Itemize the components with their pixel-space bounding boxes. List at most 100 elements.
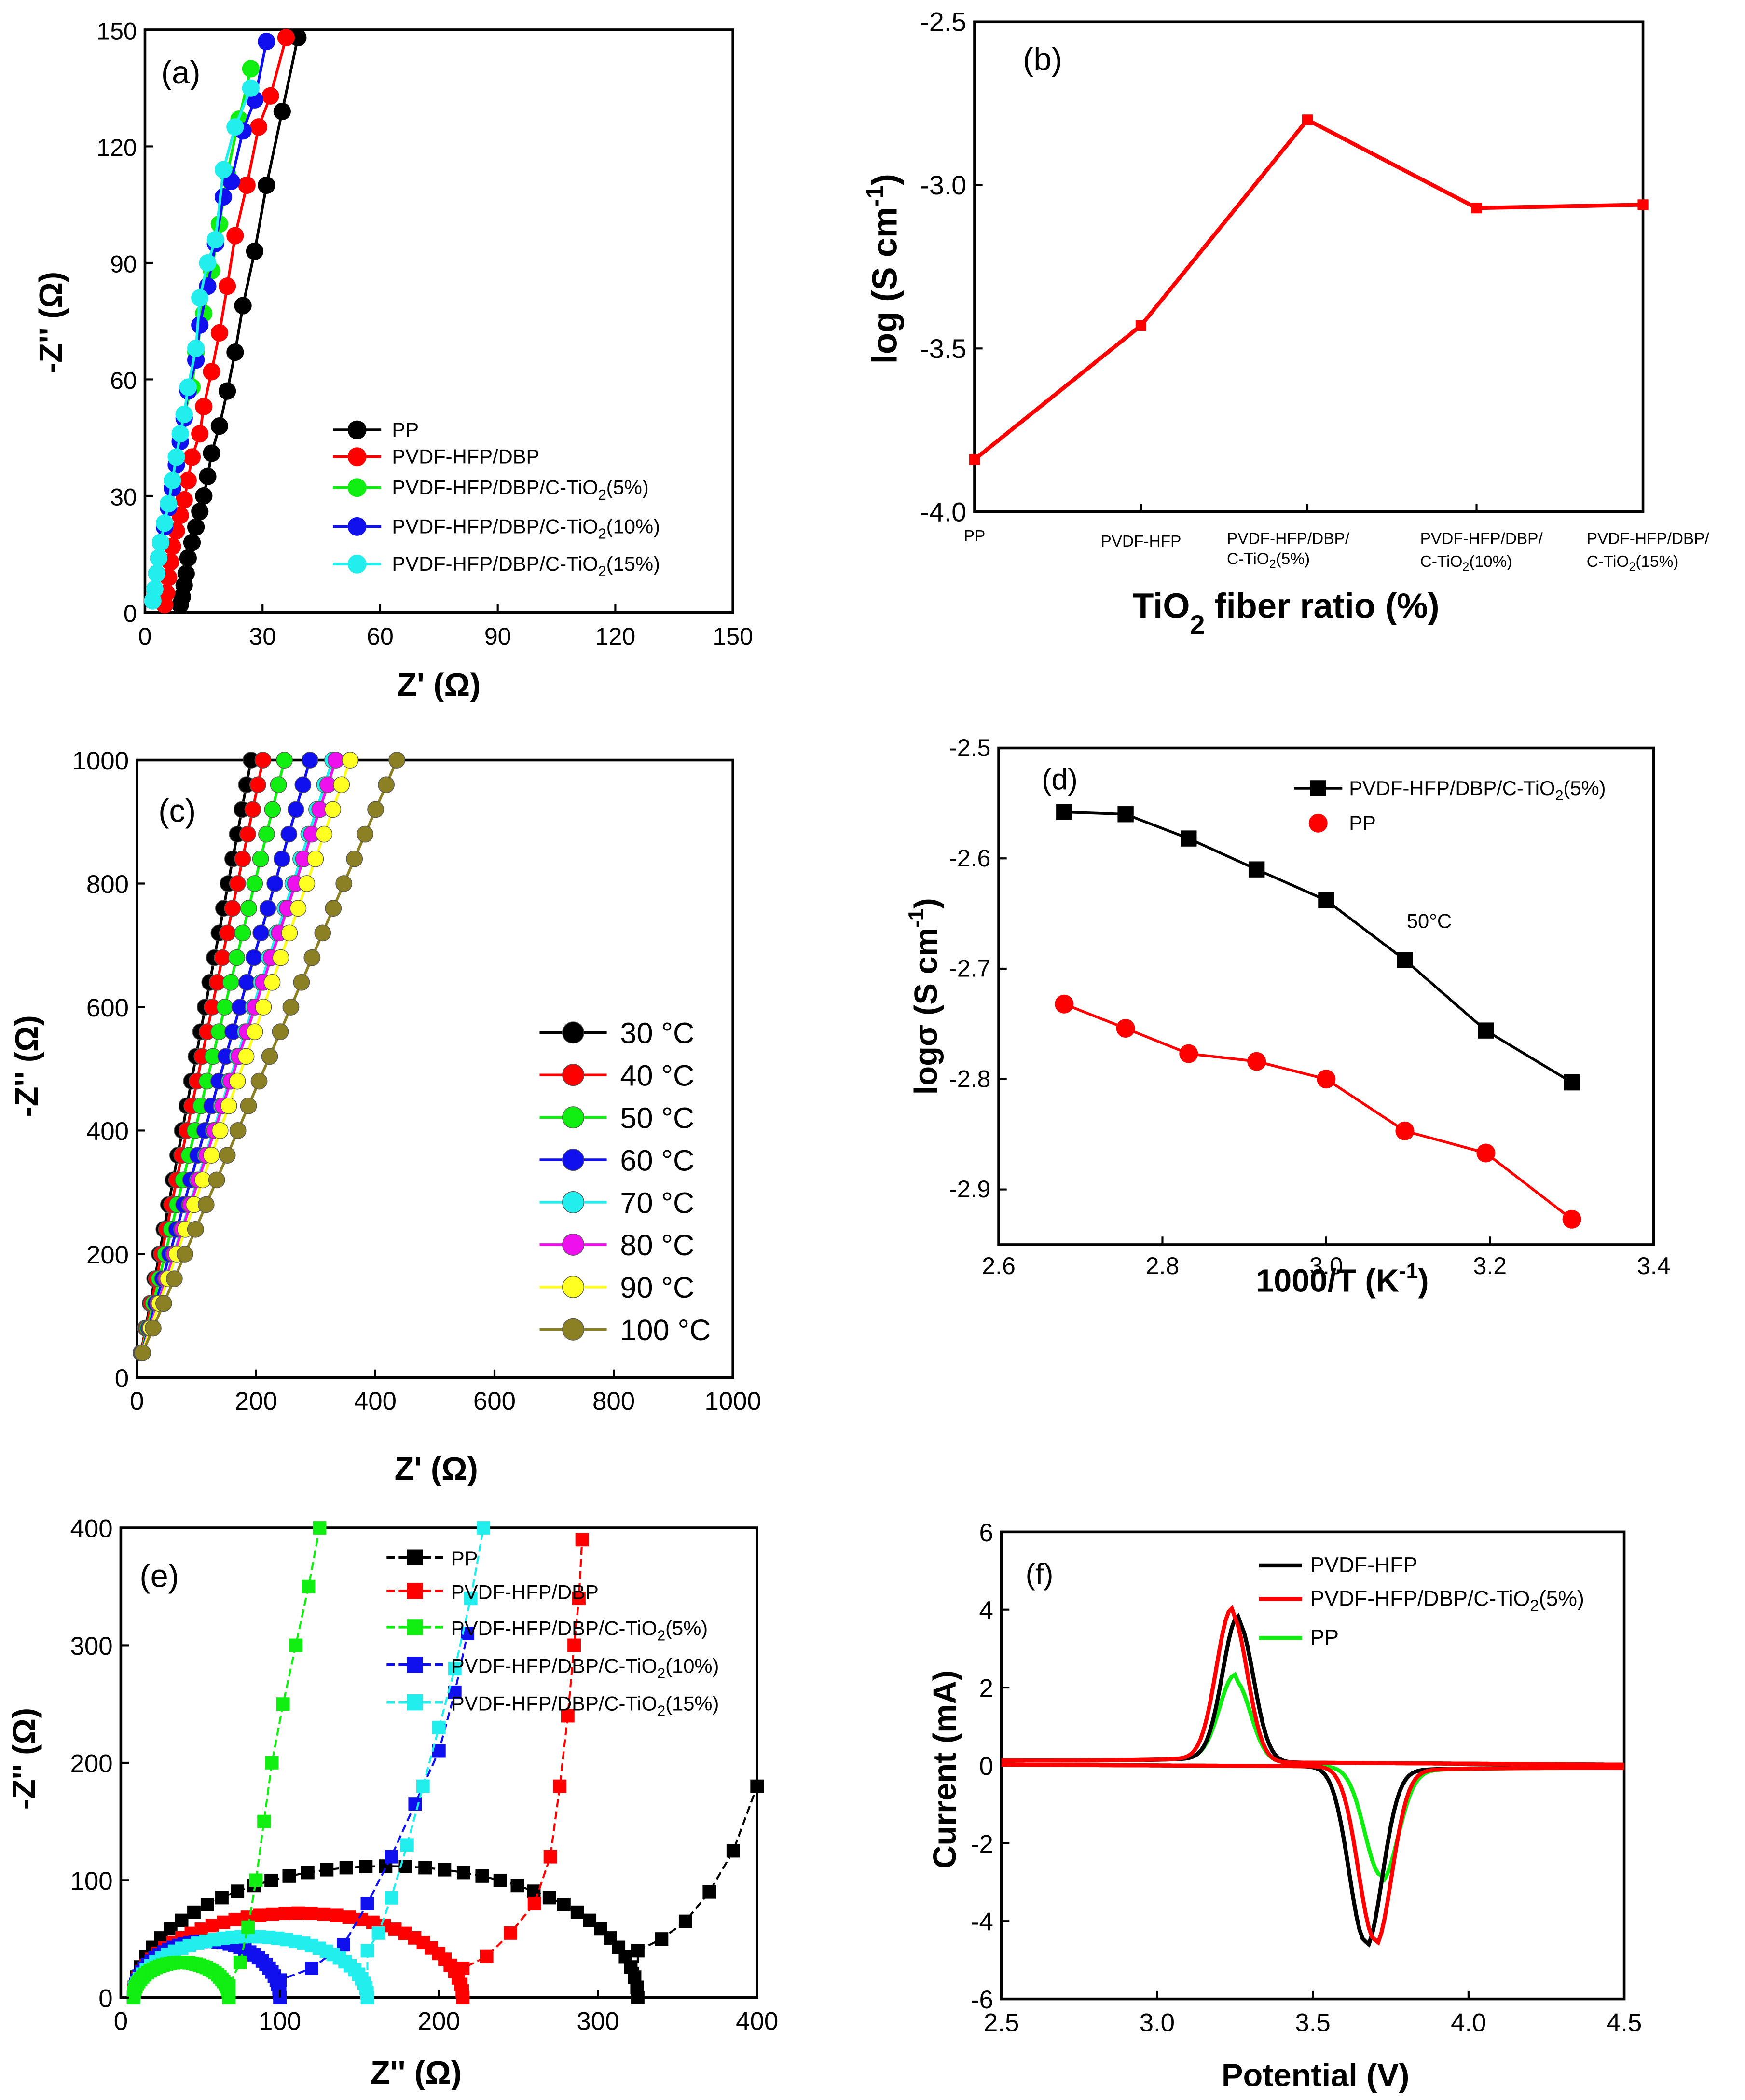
- data-point-black: [456, 1866, 470, 1880]
- data-point-black: [631, 1990, 645, 2004]
- y-tick-label: 0: [124, 600, 137, 627]
- data-point-red: [253, 1908, 267, 1922]
- data-point-olive: [314, 924, 331, 942]
- y-tick-label: 30: [110, 483, 137, 510]
- data-point-black: [234, 297, 252, 315]
- data-point-red: [217, 1915, 231, 1929]
- legend-marker-yellow: [562, 1276, 584, 1298]
- data-point-blue: [408, 1797, 422, 1811]
- legend-text-cyan: PVDF-HFP/DBP/C-TiO2(15%): [451, 1692, 719, 1719]
- data-point-olive: [219, 1147, 236, 1164]
- legend-text-pp: PP: [1310, 1626, 1339, 1649]
- data-point-green: [216, 999, 234, 1016]
- legend-marker-blue: [562, 1149, 584, 1171]
- data-point-green: [264, 801, 281, 818]
- data-point-black: [359, 1860, 373, 1873]
- data-point-olive: [272, 1023, 289, 1041]
- data-point-red: [261, 87, 279, 105]
- y-tick-label: 150: [96, 17, 137, 44]
- data-point-cyan: [156, 514, 174, 532]
- panel-e-ticks: 0 100 200 300 400 0 100 200 300 400: [70, 1514, 779, 2035]
- panel-d: 2.6 2.8 3.0 3.2 3.4-2.9-2.8-2.7-2.6-2.5 (d) …: [905, 734, 1670, 1299]
- legend-marker-15: [347, 554, 367, 574]
- category-10-bottom: C-TiO2(10%): [1420, 553, 1512, 574]
- data-point-black: [1397, 952, 1413, 968]
- panel-b-frame: [973, 20, 1645, 513]
- data-point-black: [1056, 804, 1072, 820]
- x-tick-label: 60: [367, 623, 394, 650]
- data-point-green: [240, 900, 257, 917]
- data-point-red: [239, 825, 256, 843]
- data-point-cyan: [187, 339, 205, 357]
- data-point-black: [1564, 1074, 1580, 1091]
- data-point-green: [276, 1697, 290, 1711]
- data-point-cyan: [150, 549, 168, 567]
- legend-marker-cyan: [407, 1694, 423, 1711]
- data-point-black: [226, 343, 244, 361]
- data-point-olive: [346, 850, 363, 867]
- data-point-cyan: [191, 289, 209, 307]
- data-point-olive: [165, 1270, 183, 1287]
- legend-text-red: 40 °C: [620, 1059, 694, 1092]
- x-tick-label: 150: [713, 623, 753, 650]
- panel-a-xlabel: Z' (Ω): [397, 667, 481, 703]
- data-point-blue: [191, 316, 209, 334]
- x-tick-label: 90: [484, 623, 511, 650]
- data-point-conductivity: [1471, 203, 1482, 214]
- data-point-blue: [259, 900, 276, 917]
- panel-d-legend: PVDF-HFP/DBP/C-TiO2(5%) PP: [1294, 777, 1606, 834]
- data-point-red: [291, 1906, 305, 1920]
- data-point-cyan: [477, 1521, 491, 1535]
- data-point-olive: [282, 999, 300, 1016]
- y-tick-label: 0: [98, 1984, 112, 2013]
- y-tick-label: -3.5: [920, 334, 966, 364]
- data-point-black: [570, 1905, 584, 1919]
- y-tick-label: 600: [86, 994, 129, 1022]
- data-point-green: [302, 1579, 316, 1593]
- legend-marker-green: [407, 1619, 423, 1635]
- data-point-black: [527, 1884, 541, 1898]
- data-point-cyan: [464, 1592, 478, 1605]
- data-point-yellow: [289, 900, 307, 917]
- x-tick-label: 3.0: [1309, 1252, 1343, 1279]
- data-point-olive: [197, 1196, 215, 1213]
- y-tick-label: 200: [86, 1241, 129, 1269]
- panel-f-xlabel: Potential (V): [1222, 2058, 1409, 2093]
- panel-c-label: (c): [158, 794, 196, 829]
- y-tick-label: -3.0: [920, 170, 966, 200]
- data-point-black: [726, 1844, 740, 1858]
- y-tick-label: -2: [971, 1830, 993, 1858]
- category-pvdf-hfp: PVDF-HFP: [1101, 533, 1182, 550]
- data-point-black: [199, 467, 217, 485]
- data-point-black: [301, 1866, 315, 1880]
- x-tick-label: 3.0: [1140, 2008, 1175, 2037]
- legend-text-green: PVDF-HFP/DBP/C-TiO2(5%): [451, 1617, 708, 1644]
- data-point-black: [678, 1914, 692, 1928]
- panel-b-xlabel: TiO2 fiber ratio (%): [1132, 587, 1439, 640]
- data-point-green: [234, 924, 251, 942]
- y-tick-label: 0: [979, 1752, 993, 1781]
- data-point-blue: [252, 924, 270, 942]
- data-point-yellow: [203, 1147, 220, 1164]
- legend-text-pvdf: PVDF-HFP: [1310, 1553, 1418, 1577]
- data-point-blue: [302, 752, 318, 769]
- legend-text-red: PVDF-HFP/DBP: [451, 1580, 599, 1603]
- data-point-cyan: [175, 405, 193, 423]
- panel-e-legend: PP PVDF-HFP/DBP PVDF-HFP/DBP/C-TiO2(5%) PVD…: [386, 1547, 719, 1719]
- data-point-green: [233, 1955, 247, 1969]
- y-tick-label: 6: [979, 1519, 993, 1547]
- legend-text-5pct: PVDF-HFP/DBP/C-TiO2(5%): [1349, 777, 1606, 804]
- panel-c-xlabel: Z' (Ω): [395, 1451, 478, 1487]
- data-point-red: [543, 1850, 557, 1864]
- data-point-olive: [357, 825, 374, 843]
- legend-marker-10: [347, 517, 367, 536]
- data-point-red: [1395, 1121, 1415, 1140]
- data-point-red: [219, 924, 236, 942]
- legend-text-pp: PP: [1349, 811, 1376, 834]
- data-point-cyan: [448, 1662, 462, 1676]
- panel-b-label: (b): [1023, 41, 1062, 77]
- y-tick-label: -4.0: [920, 497, 966, 527]
- data-point-black: [510, 1879, 524, 1893]
- data-point-cyan: [167, 448, 185, 466]
- data-point-black: [655, 1932, 669, 1946]
